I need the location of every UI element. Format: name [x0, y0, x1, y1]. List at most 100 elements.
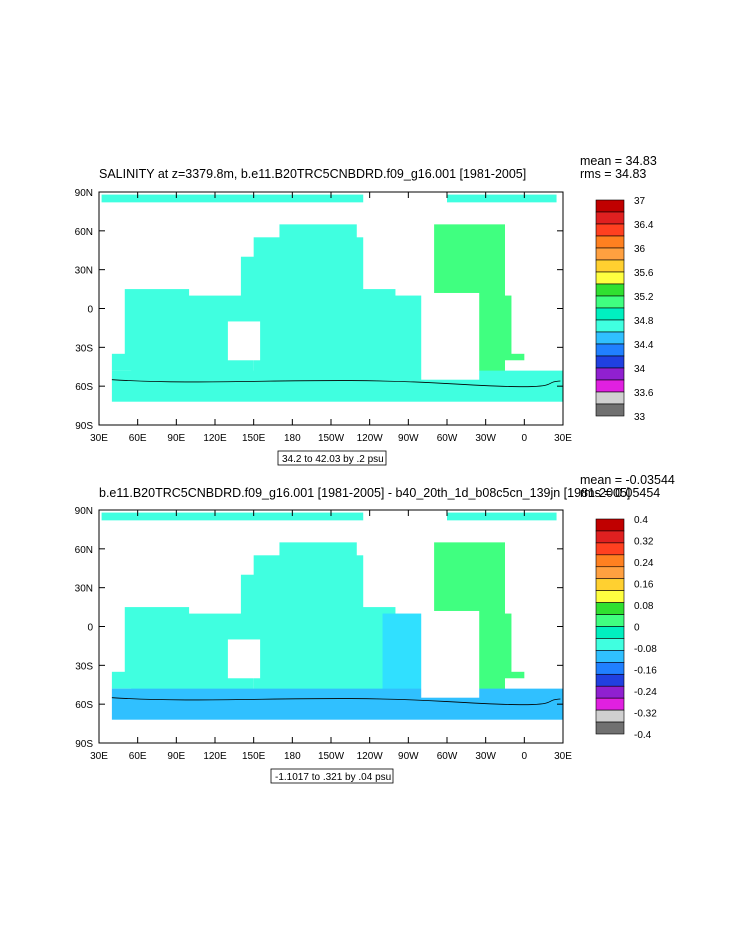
x-tick-label: 120W	[357, 751, 384, 762]
colorbar-segment	[595, 307, 625, 321]
x-tick-label: 30E	[90, 751, 108, 762]
colorbar-segment	[595, 391, 625, 405]
colorbar-label: 0.24	[634, 558, 654, 569]
colorbar-label: 36	[634, 244, 646, 255]
contour-note-box	[270, 768, 394, 784]
chart-title: SALINITY at z=3379.8m, b.e11.B20TRC5CNBD…	[99, 167, 526, 181]
x-tick-label: 150W	[318, 433, 345, 444]
colorbar-segment	[595, 685, 625, 699]
colorbar-segment	[595, 367, 625, 381]
colorbar: 37 36.4 36 35.6 35.2 34.8 34.4 34 33.6 33	[595, 196, 654, 423]
colorbar-label: -0.32	[634, 709, 657, 720]
land-mask	[189, 230, 241, 296]
map-field	[99, 512, 563, 720]
x-tick-label: 0	[522, 433, 528, 444]
y-tick-label: 0	[87, 623, 93, 634]
land-mask	[227, 321, 261, 361]
colorbar-segment	[595, 295, 625, 309]
contour-note-box	[277, 450, 387, 466]
contour-line	[111, 379, 561, 388]
y-tick-label: 90N	[75, 188, 93, 199]
colorbar-segment	[595, 662, 625, 675]
map-field	[99, 194, 563, 402]
land-mask	[511, 263, 561, 354]
colorbar-segment	[595, 283, 625, 297]
colorbar-segment	[595, 343, 625, 357]
colorbar-segment	[595, 199, 625, 213]
colorbar-label: 37	[634, 196, 646, 207]
y-tick-label: 30N	[75, 584, 93, 595]
land-mask	[189, 548, 241, 614]
colorbar-segment	[595, 223, 625, 237]
land-mask	[517, 535, 561, 582]
contour-line	[111, 697, 561, 706]
y-tick-label: 90S	[75, 739, 93, 750]
x-tick-label: 90E	[167, 433, 185, 444]
mean-label: mean = -0.03544	[580, 473, 675, 487]
colorbar-label: -0.4	[634, 730, 652, 741]
land-mask	[227, 639, 261, 679]
land-mask	[363, 211, 422, 290]
x-tick-label: 30W	[475, 433, 496, 444]
colorbar-label: 33	[634, 412, 646, 423]
y-axis: 90N 60N 30N 0 30S 60S 90S	[75, 506, 563, 750]
x-axis: 30E 60E 90E 120E 150E 180 150W 120W 90W 60W 30W 0 30…	[90, 510, 572, 762]
mean-label: mean = 34.83	[580, 154, 657, 168]
colorbar-segment	[595, 530, 625, 544]
land-mask	[517, 217, 561, 264]
colorbar-segment	[595, 721, 625, 735]
colorbar-segment	[595, 673, 625, 687]
colorbar-segment	[595, 355, 625, 369]
contour-note: -1.1017 to .321 by .04 psu	[275, 772, 391, 783]
x-tick-label: 180	[284, 751, 301, 762]
colorbar-label: 0.4	[634, 515, 648, 526]
colorbar-label: -0.24	[634, 687, 657, 698]
colorbar-label: 35.6	[634, 268, 654, 279]
land-mask	[421, 610, 480, 698]
colorbar-segment	[595, 235, 625, 249]
colorbar-segment	[595, 709, 625, 723]
x-tick-label: 30E	[90, 433, 108, 444]
y-tick-label: 30N	[75, 266, 93, 277]
colorbar-segment	[595, 518, 625, 532]
colorbar-label: 34.4	[634, 340, 654, 351]
colorbar-segment	[595, 259, 625, 273]
colorbar: 0.4 0.32 0.24 0.16 0.08 0 -0.08 -0.16 -0.24 -0.32…	[595, 515, 657, 741]
rms-label: rms = 34.83	[580, 167, 646, 181]
x-tick-label: 180	[284, 433, 301, 444]
x-tick-label: 30E	[554, 433, 572, 444]
colorbar-segment	[595, 602, 625, 615]
y-tick-label: 90N	[75, 506, 93, 517]
y-tick-label: 30S	[75, 343, 93, 354]
rms-label: rms = 0.05454	[580, 486, 660, 500]
colorbar-segment	[595, 247, 625, 261]
colorbar-segment	[595, 650, 625, 663]
colorbar-segment	[595, 697, 625, 711]
x-tick-label: 120E	[203, 433, 227, 444]
ocean-patch	[447, 194, 557, 203]
colorbar-segment	[595, 271, 625, 285]
colorbar-segment	[595, 566, 625, 580]
land-mask	[421, 292, 480, 380]
y-axis: 90N 60N 30N 0 30S 60S 90S	[75, 188, 563, 432]
colorbar-segment	[595, 379, 625, 393]
colorbar-label: 35.2	[634, 292, 654, 303]
x-tick-label: 150E	[242, 751, 266, 762]
ocean-patch	[101, 512, 364, 521]
colorbar-label: 34	[634, 364, 646, 375]
ocean-patch	[101, 194, 364, 203]
land-mask	[363, 529, 422, 608]
x-tick-label: 120W	[357, 433, 384, 444]
land-mask	[137, 548, 190, 595]
x-tick-label: 30E	[554, 751, 572, 762]
colorbar-segment	[595, 403, 625, 417]
ocean-patch	[189, 632, 226, 679]
contour-note: 34.2 to 42.03 by .2 psu	[282, 454, 384, 465]
colorbar-label: -0.08	[634, 644, 657, 655]
colorbar-label: 0	[634, 623, 640, 634]
ocean-patch	[111, 688, 563, 720]
chart-title: b.e11.B20TRC5CNBDRD.f09_g16.001 [1981-20…	[99, 486, 630, 500]
x-tick-label: 60W	[437, 433, 458, 444]
